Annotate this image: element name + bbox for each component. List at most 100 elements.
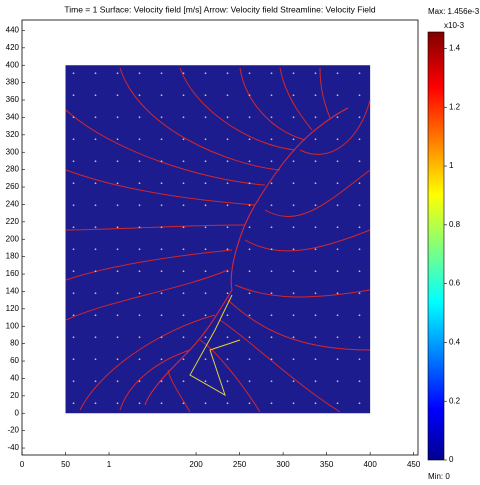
arrow-dot	[116, 248, 119, 251]
arrow-dot	[292, 402, 295, 405]
arrow-dot	[358, 358, 361, 361]
arrow-dot	[292, 292, 295, 295]
arrow-dot	[204, 204, 207, 207]
arrow-dot	[204, 402, 207, 405]
y-tick-label: 320	[6, 130, 20, 139]
arrow-dot	[336, 270, 339, 273]
arrow-dot	[204, 336, 207, 339]
y-tick-label: -20	[7, 426, 19, 435]
arrow-dot	[336, 358, 339, 361]
colorbar-tick-label: 1.4	[449, 44, 461, 53]
arrow-dot	[182, 248, 185, 251]
arrow-dot	[116, 226, 119, 229]
arrow-dot	[116, 292, 119, 295]
arrow-dot	[94, 72, 97, 75]
colorbar	[427, 31, 445, 461]
arrow-dot	[270, 226, 273, 229]
arrow-dot	[94, 182, 97, 185]
arrow-dot	[72, 204, 75, 207]
arrow-dot	[182, 336, 185, 339]
surface	[65, 65, 371, 414]
arrow-dot	[314, 94, 317, 97]
arrow-dot	[292, 72, 295, 75]
colorbar-tick-label: 0.4	[449, 338, 461, 347]
y-tick-label: 380	[6, 78, 20, 87]
arrow-dot	[248, 402, 251, 405]
arrow-dot	[314, 270, 317, 273]
y-tick-label: 40	[10, 374, 19, 383]
arrow-dot	[204, 182, 207, 185]
arrow-dot	[94, 380, 97, 383]
arrow-dot	[72, 226, 75, 229]
arrow-dot	[160, 248, 163, 251]
arrow-dot	[160, 358, 163, 361]
arrow-dot	[138, 116, 141, 119]
arrow-dot	[204, 358, 207, 361]
arrow-dot	[116, 204, 119, 207]
arrow-dot	[138, 270, 141, 273]
colorbar-tick-label: 0	[449, 455, 454, 464]
arrow-dot	[270, 72, 273, 75]
arrow-dot	[72, 116, 75, 119]
arrow-dot	[182, 94, 185, 97]
arrow-dot	[270, 292, 273, 295]
arrow-dot	[116, 270, 119, 273]
arrow-dot	[292, 204, 295, 207]
arrow-dot	[138, 94, 141, 97]
arrow-dot	[226, 182, 229, 185]
arrow-dot	[226, 226, 229, 229]
arrow-dot	[182, 72, 185, 75]
arrow-dot	[204, 314, 207, 317]
arrow-dot	[336, 94, 339, 97]
arrow-dot	[226, 336, 229, 339]
y-tick-label: 340	[6, 113, 20, 122]
arrow-dot	[160, 72, 163, 75]
arrow-dot	[248, 314, 251, 317]
arrow-dot	[204, 72, 207, 75]
arrow-dot	[314, 292, 317, 295]
colorbar-tick-label: 0.6	[449, 279, 461, 288]
arrow-dot	[270, 380, 273, 383]
arrow-dot	[336, 72, 339, 75]
arrow-dot	[358, 160, 361, 163]
colorbar-tick-label: 0.2	[449, 396, 461, 405]
arrow-dot	[138, 402, 141, 405]
arrow-dot	[270, 94, 273, 97]
arrow-dot	[292, 358, 295, 361]
x-tick-label: 200	[189, 460, 203, 469]
y-tick-label: 20	[10, 391, 19, 400]
arrow-dot	[248, 160, 251, 163]
colorbar-tick-label: 1	[449, 161, 454, 170]
arrow-dot	[314, 248, 317, 251]
arrow-dot	[182, 182, 185, 185]
x-tick-label: 400	[363, 460, 377, 469]
arrow-dot	[160, 314, 163, 317]
arrow-dot	[314, 380, 317, 383]
arrow-dot	[226, 292, 229, 295]
arrow-dot	[72, 270, 75, 273]
arrow-dot	[204, 248, 207, 251]
arrow-dot	[336, 138, 339, 141]
arrow-dot	[292, 380, 295, 383]
arrow-dot	[314, 160, 317, 163]
arrow-dot	[160, 182, 163, 185]
arrow-dot	[248, 380, 251, 383]
y-tick-label: 280	[6, 165, 20, 174]
x-tick-label: 450	[407, 460, 421, 469]
y-tick-label: 100	[6, 321, 20, 330]
arrow-dot	[94, 270, 97, 273]
arrow-dot	[314, 204, 317, 207]
arrow-dot	[358, 248, 361, 251]
y-tick-label: 440	[6, 26, 20, 35]
arrow-dot	[358, 270, 361, 273]
arrow-dot	[72, 314, 75, 317]
arrow-dot	[204, 160, 207, 163]
arrow-dot	[226, 94, 229, 97]
arrow-dot	[358, 292, 361, 295]
arrow-dot	[94, 248, 97, 251]
arrow-dot	[160, 336, 163, 339]
streamlines	[65, 67, 371, 413]
y-tick-label: 140	[6, 287, 20, 296]
arrow-field	[72, 72, 361, 405]
arrow-dot	[336, 380, 339, 383]
